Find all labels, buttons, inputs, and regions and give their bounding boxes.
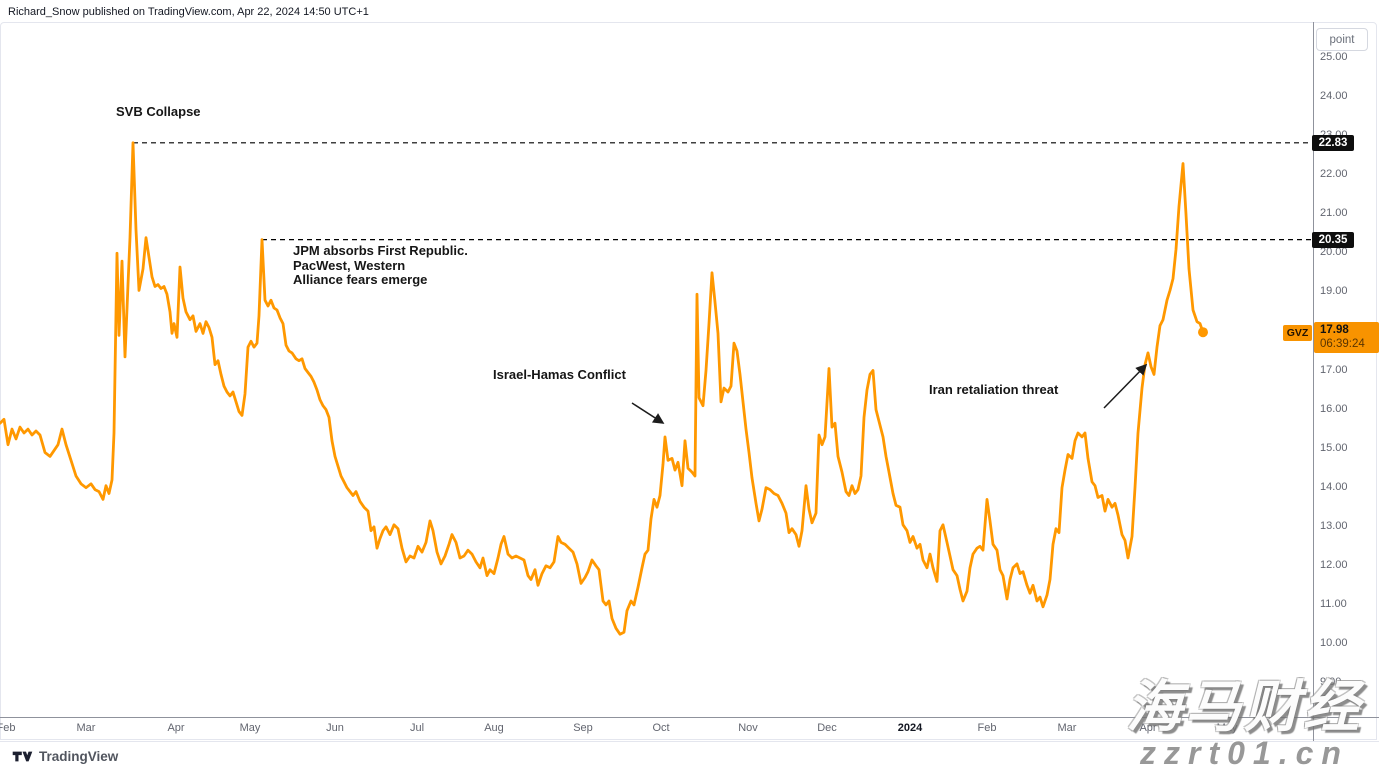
price-tick-label: 24.00 bbox=[1320, 90, 1348, 102]
price-tick-label: 10.00 bbox=[1320, 637, 1348, 649]
jpm-first-republic-label-line: PacWest, Western bbox=[293, 257, 406, 273]
tradingview-brand[interactable]: TradingView bbox=[12, 749, 118, 764]
price-tick-label: 17.00 bbox=[1320, 364, 1348, 376]
time-tick-label: Sep bbox=[573, 722, 593, 734]
time-tick-label: 2024 bbox=[897, 722, 923, 734]
time-scale-separator bbox=[0, 717, 1379, 718]
footer-bar: TradingView bbox=[0, 742, 1379, 773]
iran-retaliation-label-line: Iran retaliation threat bbox=[929, 382, 1059, 397]
time-tick-label: Nov bbox=[738, 722, 758, 734]
tradingview-brand-label: TradingView bbox=[39, 749, 119, 764]
time-tick-label: Apr bbox=[167, 722, 185, 734]
jpm-first-republic-label: JPM absorbs First Republic. PacWest, West… bbox=[293, 243, 468, 288]
last-price-label: 17.98 06:39:24 bbox=[1314, 322, 1379, 353]
last-price-value: 17.98 bbox=[1320, 324, 1349, 336]
price-tick-label: 11.00 bbox=[1320, 598, 1347, 610]
tradingview-logo-icon bbox=[12, 751, 33, 762]
url-watermark: zzrt01.cn bbox=[1140, 735, 1349, 771]
bar-countdown: 06:39:24 bbox=[1320, 338, 1365, 350]
time-tick-label: May bbox=[239, 722, 261, 734]
price-tick-label: 14.00 bbox=[1320, 481, 1348, 493]
israel-hamas-label: Israel-Hamas Conflict bbox=[493, 367, 626, 383]
time-tick-label: Mar bbox=[76, 722, 96, 734]
price-tick-label: 25.00 bbox=[1320, 51, 1348, 63]
price-tick-label: 15.00 bbox=[1320, 442, 1348, 454]
time-tick-label: Aug bbox=[484, 722, 504, 734]
jpm-first-republic-label-line: JPM absorbs First Republic. bbox=[293, 243, 468, 258]
price-tick-label: 19.00 bbox=[1320, 285, 1348, 297]
price-tick-label: 21.00 bbox=[1320, 207, 1348, 219]
price-scale-separator bbox=[1313, 22, 1314, 741]
price-tick-label: 16.00 bbox=[1320, 403, 1348, 415]
time-tick-label: Dec bbox=[817, 722, 837, 734]
iran-retaliation-label: Iran retaliation threat bbox=[929, 382, 1059, 398]
israel-hamas-arrow bbox=[631, 402, 665, 424]
time-tick-label: Feb bbox=[977, 722, 997, 734]
price-level-badge: 22.83 bbox=[1312, 135, 1354, 151]
price-tick-label: 9.00 bbox=[1320, 676, 1342, 688]
price-unit-badge[interactable]: point bbox=[1316, 28, 1368, 51]
iran-retaliation-arrow bbox=[1103, 363, 1148, 409]
chart-frame bbox=[0, 22, 1377, 740]
price-level-badge: 20.35 bbox=[1312, 232, 1354, 248]
price-tick-label: 13.00 bbox=[1320, 520, 1348, 532]
svb-collapse-label: SVB Collapse bbox=[116, 104, 201, 120]
jpm-first-republic-label-line: Alliance fears emerge bbox=[293, 272, 428, 288]
time-tick-label: Jun bbox=[326, 722, 344, 734]
widget-bottom-border bbox=[0, 741, 1379, 742]
cn-watermark: 海马财经 bbox=[1126, 675, 1362, 740]
time-tick-label: Oct bbox=[652, 722, 670, 734]
israel-hamas-label-line: Israel-Hamas Conflict bbox=[493, 367, 626, 382]
svb-collapse-label-line: SVB Collapse bbox=[116, 104, 201, 119]
time-tick-label: Feb bbox=[0, 722, 16, 734]
series-symbol-label: GVZ bbox=[1283, 325, 1312, 341]
time-tick-label: May bbox=[1216, 722, 1238, 734]
price-tick-label: 20.00 bbox=[1320, 246, 1348, 258]
time-tick-label: Jul bbox=[409, 722, 425, 734]
publish-attribution: Richard_Snow published on TradingView.co… bbox=[8, 6, 369, 18]
price-tick-label: 12.00 bbox=[1320, 559, 1348, 571]
time-tick-label: Apr bbox=[1139, 722, 1157, 734]
time-tick-label: Mar bbox=[1057, 722, 1077, 734]
price-tick-label: 22.00 bbox=[1320, 168, 1348, 180]
